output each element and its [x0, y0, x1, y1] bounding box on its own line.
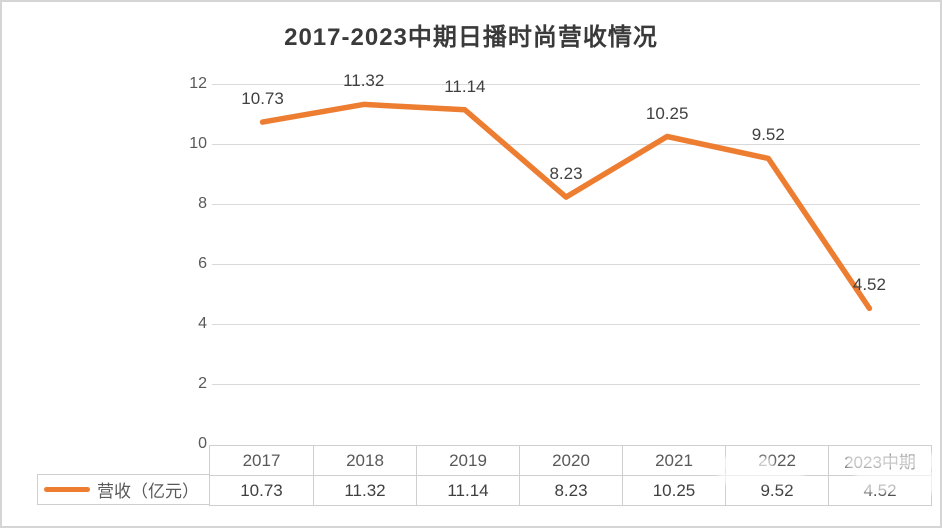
table-value-cell: 11.32: [313, 476, 416, 505]
data-table: 2017201820192020202120222023中期10.7311.32…: [209, 445, 932, 506]
table-value-cell: 10.73: [240, 480, 283, 500]
data-label: 11.32: [343, 71, 385, 91]
table-value-cell: 8.23: [519, 476, 622, 505]
gridline: [212, 84, 920, 85]
legend-label: 营收（亿元）: [97, 482, 199, 501]
table-header-cell: 2018: [313, 446, 416, 476]
table-value-cell: 10.25: [622, 476, 725, 505]
y-tick-label: 0: [198, 435, 207, 452]
table-header-cell: 2020: [519, 446, 622, 476]
y-tick-label: 12: [189, 75, 207, 92]
gridline: [212, 264, 920, 265]
gridline: [212, 324, 920, 325]
data-label: 10.25: [645, 103, 689, 123]
gridline: [212, 204, 920, 205]
y-tick-label: 6: [198, 255, 207, 272]
data-label: 9.52: [751, 125, 785, 145]
table-value-cell: 11.14: [416, 476, 519, 505]
legend-line-swatch: [44, 487, 90, 492]
legend: 营收（亿元）: [37, 474, 210, 505]
table-header-cell: 2021: [622, 446, 725, 476]
watermark-blob: [718, 472, 804, 484]
gridline: [212, 144, 920, 145]
data-label: 11.14: [444, 76, 486, 96]
y-tick-label: 4: [198, 315, 207, 332]
data-label: 8.23: [549, 164, 583, 184]
watermark-blob: [855, 472, 939, 493]
y-tick-label: 8: [198, 195, 207, 212]
watermark-blob: [845, 454, 940, 469]
revenue-line: [259, 101, 873, 312]
watermark-blob: [712, 457, 774, 470]
chart-title: 2017-2023中期日播时尚营收情况: [284, 24, 658, 51]
y-tick-label: 2: [198, 375, 207, 392]
data-label: 4.52: [852, 275, 886, 295]
table-header-cell: 2017: [210, 446, 313, 476]
gridline: [212, 384, 920, 385]
data-label: 10.73: [241, 89, 284, 109]
y-tick-label: 10: [189, 135, 207, 152]
table-header-cell: 2019: [416, 446, 519, 476]
table-value-cell: 9.52: [725, 476, 828, 505]
